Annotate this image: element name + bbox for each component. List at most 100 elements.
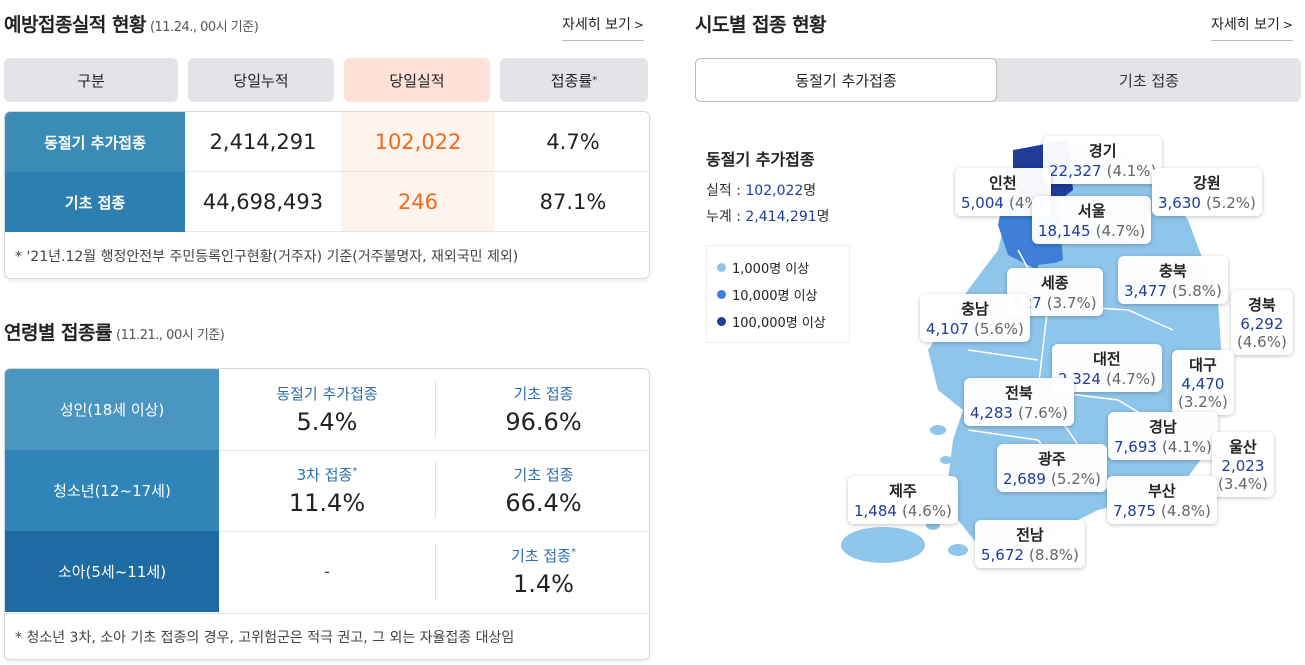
region-value: 1,484 [854, 502, 897, 520]
vax-perf-note: * '21년.12월 행정안전부 주민등록인구현황(거주자) 기준(거주불명자,… [15, 249, 519, 265]
age-cell-a-title: 동절기 추가접종 [276, 383, 377, 404]
region-name: 경북 [1248, 296, 1276, 314]
table-row: 소아(5세~11세) - 기초 접종* 1.4% [5, 531, 649, 613]
legend-item: 100,000명 이상 [717, 312, 839, 331]
region-box-gyeongnam[interactable]: 경남 7,693 (4.1%) [1108, 412, 1218, 460]
region-pct: (8.8%) [1029, 546, 1079, 564]
age-cell-b: 기초 접종* 1.4% [436, 531, 649, 612]
region-box-daegu[interactable]: 대구 4,470 (3.2%) [1172, 350, 1234, 415]
age-cell-b: 기초 접종 96.6% [436, 369, 649, 450]
cell-divider [435, 381, 436, 437]
region-box-gwangju[interactable]: 광주 2,689 (5.2%) [997, 444, 1107, 492]
rate-value: 87.1% [495, 172, 649, 232]
daily-value: 246 [341, 172, 495, 232]
region-box-gyeonggi[interactable]: 경기 22,327 (4.1%) [1043, 136, 1163, 184]
region-more-link[interactable]: 자세히 보기 > [1211, 14, 1293, 41]
region-name: 강원 [1193, 174, 1221, 192]
tab-winter-booster[interactable]: 동절기 추가접종 [695, 58, 997, 102]
age-table: 성인(18세 이상) 동절기 추가접종 5.4% 기초 접종 96.6% 청소년… [4, 368, 650, 660]
age-cell-a-title-text: 3차 접종 [296, 466, 353, 484]
header-category-label: 구분 [77, 71, 105, 90]
region-box-jeonbuk[interactable]: 전북 4,283 (7.6%) [964, 378, 1074, 426]
region-box-gyeongbuk[interactable]: 경북 6,292 (4.6%) [1231, 290, 1293, 355]
region-value: 7,693 [1114, 438, 1157, 456]
age-group-label: 청소년(12~17세) [5, 450, 219, 531]
border-line [967, 349, 1039, 361]
vax-perf-more-link[interactable]: 자세히 보기 > [562, 14, 644, 41]
region-title: 시도별 접종 현황 [695, 14, 827, 36]
region-box-busan[interactable]: 부산 7,875 (4.8%) [1107, 476, 1217, 524]
island-shape [948, 544, 968, 556]
map-legend: 1,000명 이상 10,000명 이상 100,000명 이상 [706, 245, 850, 343]
vax-perf-table: 동절기 추가접종 2,414,291 102,022 4.7% 기초 접종 44… [4, 111, 650, 279]
stats-perf: 실적 : 102,022명 [706, 180, 830, 200]
age-cell-a-value: - [324, 562, 330, 581]
region-box-gangwon[interactable]: 강원 3,630 (5.2%) [1152, 168, 1262, 216]
region-name: 세종 [1040, 274, 1069, 292]
region-box-chungnam[interactable]: 충남 4,107 (5.6%) [920, 294, 1030, 342]
region-name: 충북 [1159, 262, 1187, 280]
jeju-island-shape [841, 527, 925, 563]
region-stats: 동절기 추가접종 실적 : 102,022명 누계 : 2,414,291명 [706, 146, 830, 232]
region-value: 2,023 [1221, 457, 1265, 475]
region-value: 4,283 [970, 404, 1013, 422]
age-title-text: 연령별 접종률 [4, 322, 113, 344]
region-name: 대구 [1189, 356, 1217, 374]
cell-divider [435, 543, 436, 599]
stats-cum-label: 누계 : [706, 209, 741, 225]
legend-dot-icon [717, 290, 726, 299]
header-rate-label: 접종률 [550, 71, 593, 90]
stats-perf-label: 실적 : [706, 183, 741, 199]
age-cell-b-value: 1.4% [513, 570, 574, 598]
region-name: 부산 [1148, 482, 1176, 500]
region-box-chungbuk[interactable]: 충북 3,477 (5.8%) [1118, 256, 1228, 304]
region-pct: (4.1%) [1106, 162, 1157, 180]
region-box-jeonnam[interactable]: 전남 5,672 (8.8%) [975, 520, 1085, 568]
age-note: * 청소년 3차, 소아 기초 접종의 경우, 고위험군은 적극 권고, 그 외… [5, 613, 649, 659]
cumulative-value: 2,414,291 [185, 112, 341, 172]
region-value: 7,875 [1113, 502, 1156, 520]
stats-cum: 누계 : 2,414,291명 [706, 206, 830, 226]
vax-perf-title: 예방접종실적 현황 (11.24., 00시 기준) [4, 10, 259, 37]
vax-perf-subtitle: (11.24., 00시 기준) [149, 20, 259, 35]
age-cell-b-title-text: 기초 접종 [513, 466, 574, 484]
vax-perf-title-text: 예방접종실적 현황 [4, 14, 146, 36]
region-value: 6,292 [1240, 315, 1284, 333]
legend-label: 10,000명 이상 [732, 289, 818, 304]
region-box-daejeon[interactable]: 대전 2,324 (4.7%) [1052, 344, 1162, 392]
region-pct: (4.6%) [1237, 333, 1287, 351]
age-title: 연령별 접종률 (11.21., 00시 기준) [4, 318, 225, 345]
region-name: 경기 [1088, 142, 1117, 160]
age-group-label: 성인(18세 이상) [5, 369, 219, 450]
region-name: 제주 [889, 482, 917, 500]
stats-cum-value: 2,414,291 [745, 209, 817, 225]
age-cell-b-value: 96.6% [505, 408, 582, 436]
legend-label: 100,000명 이상 [732, 316, 826, 331]
region-box-jeju[interactable]: 제주 1,484 (4.6%) [848, 476, 958, 524]
region-name: 울산 [1229, 438, 1257, 456]
age-cell-a: 동절기 추가접종 5.4% [219, 369, 435, 450]
region-name: 대전 [1093, 350, 1121, 368]
stats-unit: 명 [816, 209, 830, 225]
age-cell-a-value: 11.4% [288, 489, 366, 517]
tab-basic-vaccination[interactable]: 기초 접종 [1119, 71, 1179, 90]
region-box-ulsan[interactable]: 울산 2,023 (3.4%) [1212, 432, 1274, 497]
region-name: 인천 [988, 174, 1017, 192]
age-cell-b-title: 기초 접종* [511, 545, 576, 566]
region-box-seoul[interactable]: 서울 18,145 (4.7%) [1032, 196, 1152, 244]
row-label: 기초 접종 [5, 172, 185, 232]
age-cell-b-value: 66.4% [505, 489, 582, 517]
header-category: 구분 [4, 58, 178, 102]
region-value: 2,689 [1003, 470, 1046, 488]
region-pct: (5.8%) [1172, 282, 1222, 300]
region-value: 5,004 [961, 194, 1004, 212]
header-rate-star: * [592, 74, 598, 86]
table-row: 기초 접종 44,698,493 246 87.1% [5, 172, 649, 232]
region-value: 22,327 [1049, 162, 1102, 180]
header-cumulative-label: 당일누적 [233, 71, 289, 90]
legend-label: 1,000명 이상 [732, 262, 810, 277]
cumulative-value: 44,698,493 [185, 172, 341, 232]
age-cell-b: 기초 접종 66.4% [436, 450, 649, 531]
age-cell-a-title: 3차 접종* [297, 464, 358, 485]
cell-divider [435, 462, 436, 518]
